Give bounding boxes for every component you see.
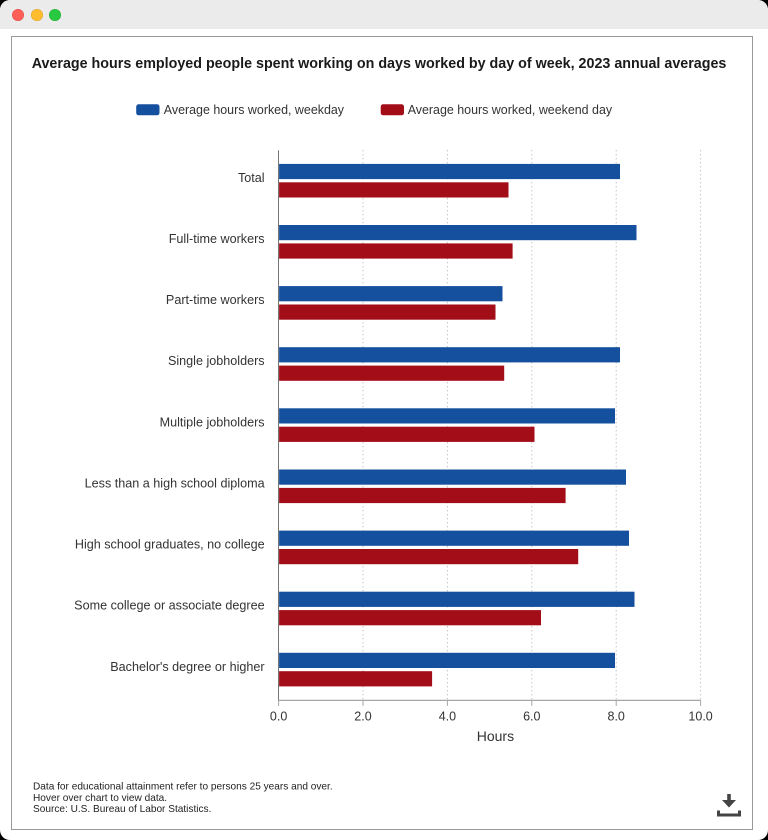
svg-text:0.0: 0.0 bbox=[270, 710, 287, 724]
svg-text:Less than a high school diplom: Less than a high school diploma bbox=[85, 477, 265, 491]
svg-text:Multiple jobholders: Multiple jobholders bbox=[160, 415, 265, 429]
svg-text:Source: U.S. Bureau of Labor S: Source: U.S. Bureau of Labor Statistics. bbox=[33, 804, 211, 815]
svg-text:Average hours worked, weekday: Average hours worked, weekday bbox=[164, 103, 345, 117]
svg-text:Part-time workers: Part-time workers bbox=[166, 293, 265, 307]
svg-text:Average hours employed people: Average hours employed people spent work… bbox=[32, 56, 727, 72]
svg-text:Hover over chart to view data.: Hover over chart to view data. bbox=[33, 793, 167, 804]
svg-text:Single jobholders: Single jobholders bbox=[168, 354, 265, 368]
svg-text:High school graduates, no coll: High school graduates, no college bbox=[75, 538, 265, 552]
svg-text:6.0: 6.0 bbox=[523, 710, 540, 724]
svg-text:8.0: 8.0 bbox=[608, 710, 625, 724]
svg-text:4.0: 4.0 bbox=[439, 710, 456, 724]
svg-text:10.0: 10.0 bbox=[688, 710, 712, 724]
svg-text:Full-time workers: Full-time workers bbox=[169, 232, 265, 246]
svg-text:Some college or associate degr: Some college or associate degree bbox=[74, 599, 264, 613]
svg-text:Bachelor's degree or higher: Bachelor's degree or higher bbox=[110, 660, 264, 674]
svg-text:2.0: 2.0 bbox=[354, 710, 371, 724]
svg-text:Data for educational attainmen: Data for educational attainment refer to… bbox=[33, 782, 333, 793]
svg-text:Hours: Hours bbox=[477, 728, 514, 744]
svg-text:Total: Total bbox=[238, 171, 265, 185]
svg-text:Average hours worked, weekend: Average hours worked, weekend day bbox=[408, 103, 613, 117]
